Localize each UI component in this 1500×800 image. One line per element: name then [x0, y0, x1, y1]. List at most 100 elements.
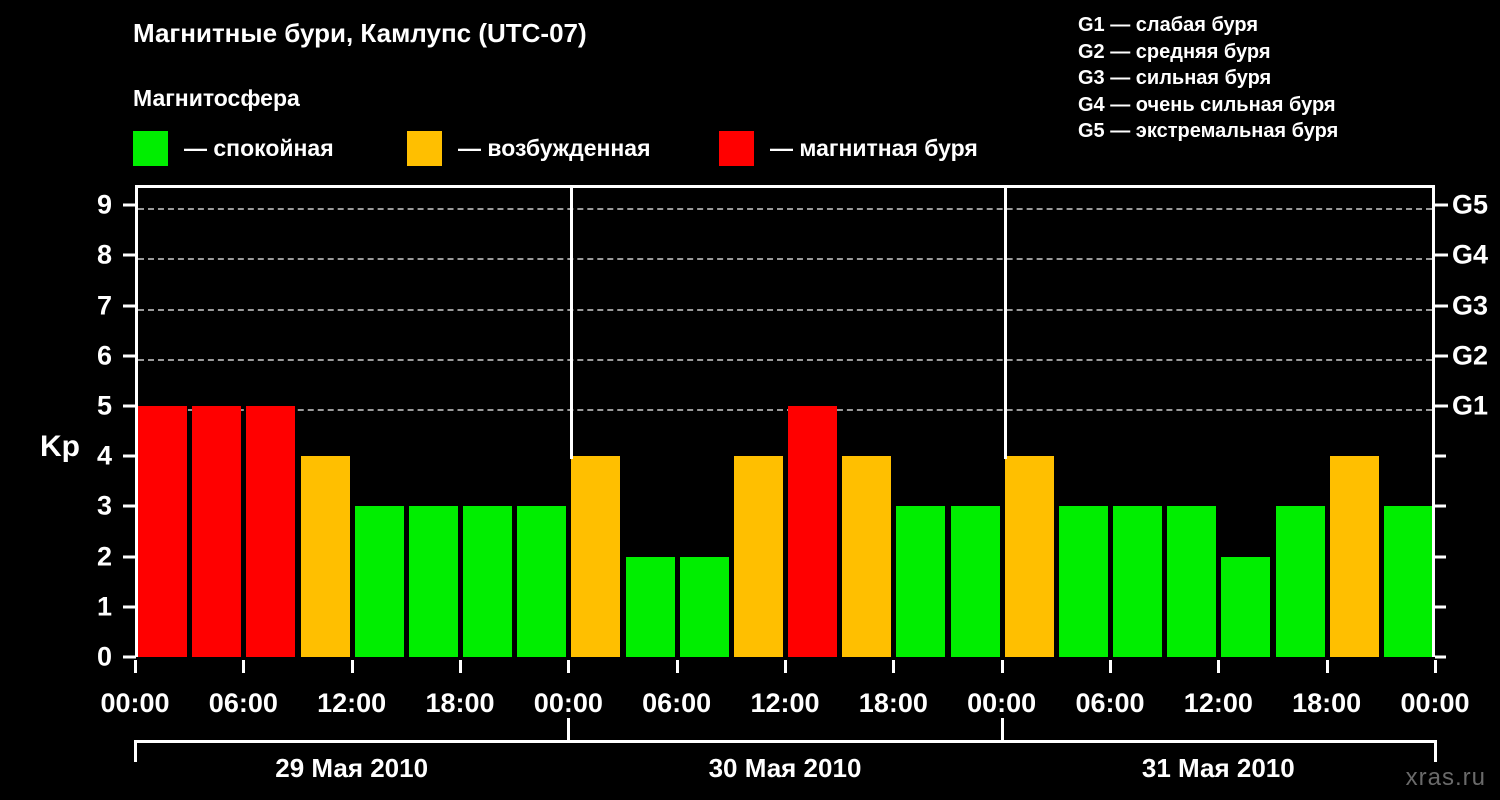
bar: [896, 506, 946, 657]
y-tick-label-5: 5: [96, 390, 112, 421]
gridline-kp-8: [138, 258, 1432, 261]
x-tick-mark: [242, 660, 246, 673]
right-minor-tick-6: [1435, 354, 1446, 358]
x-tick-label: 18:00: [425, 688, 495, 718]
g-tick-label-G3: G3: [1452, 290, 1489, 320]
legend-label-storm: — магнитная буря: [770, 134, 978, 161]
bar: [788, 405, 838, 657]
gridline-kp-6: [138, 358, 1432, 361]
legend-item-quiet: — спокойная: [133, 128, 334, 168]
y-tick-mark-3: [123, 504, 136, 508]
x-tick-label: 06:00: [1075, 688, 1145, 718]
y-tick-mark-7: [123, 304, 136, 307]
bar: [1058, 506, 1108, 657]
right-minor-tick-2: [1435, 555, 1446, 559]
x-tick-label: 12:00: [317, 688, 387, 718]
bar: [1221, 556, 1271, 657]
g-scale-line-g2: G2 — средняя буря: [1078, 40, 1271, 63]
bar: [1275, 506, 1325, 657]
x-tick-mark: [784, 660, 787, 673]
x-tick-mark: [1325, 660, 1329, 673]
day-label: 29 Мая 2010: [275, 753, 429, 783]
x-tick-label: 12:00: [1183, 688, 1253, 718]
bar: [354, 506, 404, 657]
right-minor-tick-5: [1435, 404, 1446, 408]
x-tick-label: 06:00: [642, 688, 712, 718]
y-tick-label-7: 7: [96, 290, 112, 320]
right-minor-tick-0: [1435, 655, 1446, 659]
bar: [138, 405, 188, 657]
g-tick-label-G1: G1: [1452, 390, 1489, 421]
bar: [463, 506, 513, 657]
x-tick-mark: [675, 660, 679, 673]
g-scale-line-g3: G3 — сильная буря: [1078, 67, 1272, 89]
bar: [517, 506, 567, 657]
x-tick-label: 18:00: [1292, 688, 1362, 718]
y-tick-label-1: 1: [96, 591, 112, 622]
x-tick-label: 18:00: [858, 688, 928, 718]
y-tick-mark-6: [123, 354, 136, 358]
right-minor-tick-1: [1435, 605, 1446, 609]
day-axis-tick: [1000, 718, 1004, 743]
g-scale-line-g4: G4 — очень сильная буря: [1078, 93, 1336, 116]
legend-swatch-quiet: [133, 130, 168, 166]
x-tick-mark: [567, 660, 571, 673]
x-tick-mark: [1217, 660, 1221, 673]
bar: [842, 456, 892, 657]
y-tick-mark-2: [123, 555, 136, 559]
magnetosphere-heading: Магнитосфера: [133, 85, 300, 111]
x-tick-label: 00:00: [533, 688, 603, 718]
day-axis-tick: [567, 718, 571, 743]
y-axis-title: Kp: [40, 430, 80, 463]
y-tick-label-2: 2: [96, 541, 112, 572]
bar: [1329, 456, 1379, 657]
legend-label-unsettled: — возбужденная: [458, 134, 651, 161]
day-axis-tick: [134, 740, 137, 762]
x-tick-label: 06:00: [208, 688, 278, 718]
legend-swatch-unsettled: [407, 130, 442, 166]
y-tick-mark-1: [123, 605, 136, 609]
day-separator: [1003, 188, 1007, 460]
y-tick-label-9: 9: [96, 189, 112, 220]
x-tick-mark: [1434, 660, 1437, 673]
bar: [1113, 506, 1163, 657]
bar: [1167, 506, 1217, 657]
x-tick-mark: [1000, 660, 1004, 673]
bar: [408, 506, 458, 657]
right-minor-tick-9: [1435, 203, 1446, 207]
x-tick-label: 00:00: [967, 688, 1037, 718]
legend-item-storm: — магнитная буря: [719, 128, 978, 168]
x-tick-mark: [134, 660, 137, 673]
plot-inner: [138, 188, 1432, 657]
y-tick-label-3: 3: [96, 490, 112, 521]
g-scale-line-g5: G5 — экстремальная буря: [1078, 120, 1339, 142]
legend-swatch-storm: [719, 130, 754, 166]
bar: [733, 456, 783, 657]
bar: [192, 405, 242, 657]
y-tick-label-8: 8: [96, 239, 112, 270]
y-tick-label-4: 4: [96, 440, 112, 471]
day-axis-line: [135, 740, 1435, 743]
right-minor-tick-8: [1435, 253, 1446, 257]
x-tick-label: 00:00: [1400, 688, 1470, 718]
g-scale-line-g1: G1 — слабая буря: [1078, 14, 1259, 36]
bar: [571, 456, 621, 657]
legend-item-unsettled: — возбужденная: [407, 128, 651, 168]
y-tick-label-6: 6: [96, 340, 112, 371]
g-tick-label-G5: G5: [1452, 189, 1489, 220]
x-tick-label: 12:00: [750, 688, 820, 718]
x-tick-mark: [892, 660, 896, 673]
bar: [625, 556, 675, 657]
day-axis-tick: [1434, 740, 1437, 762]
page-title: Магнитные бури, Камлупс (UTC-07): [133, 18, 587, 48]
bar: [1004, 456, 1054, 657]
gridline-kp-7: [138, 308, 1432, 311]
y-tick-label-0: 0: [96, 641, 112, 672]
bar: [679, 556, 729, 657]
y-tick-mark-8: [123, 253, 136, 257]
x-tick-mark: [1109, 660, 1112, 673]
bar: [1383, 506, 1432, 657]
right-minor-tick-3: [1435, 504, 1446, 508]
gridline-kp-9: [138, 208, 1432, 211]
